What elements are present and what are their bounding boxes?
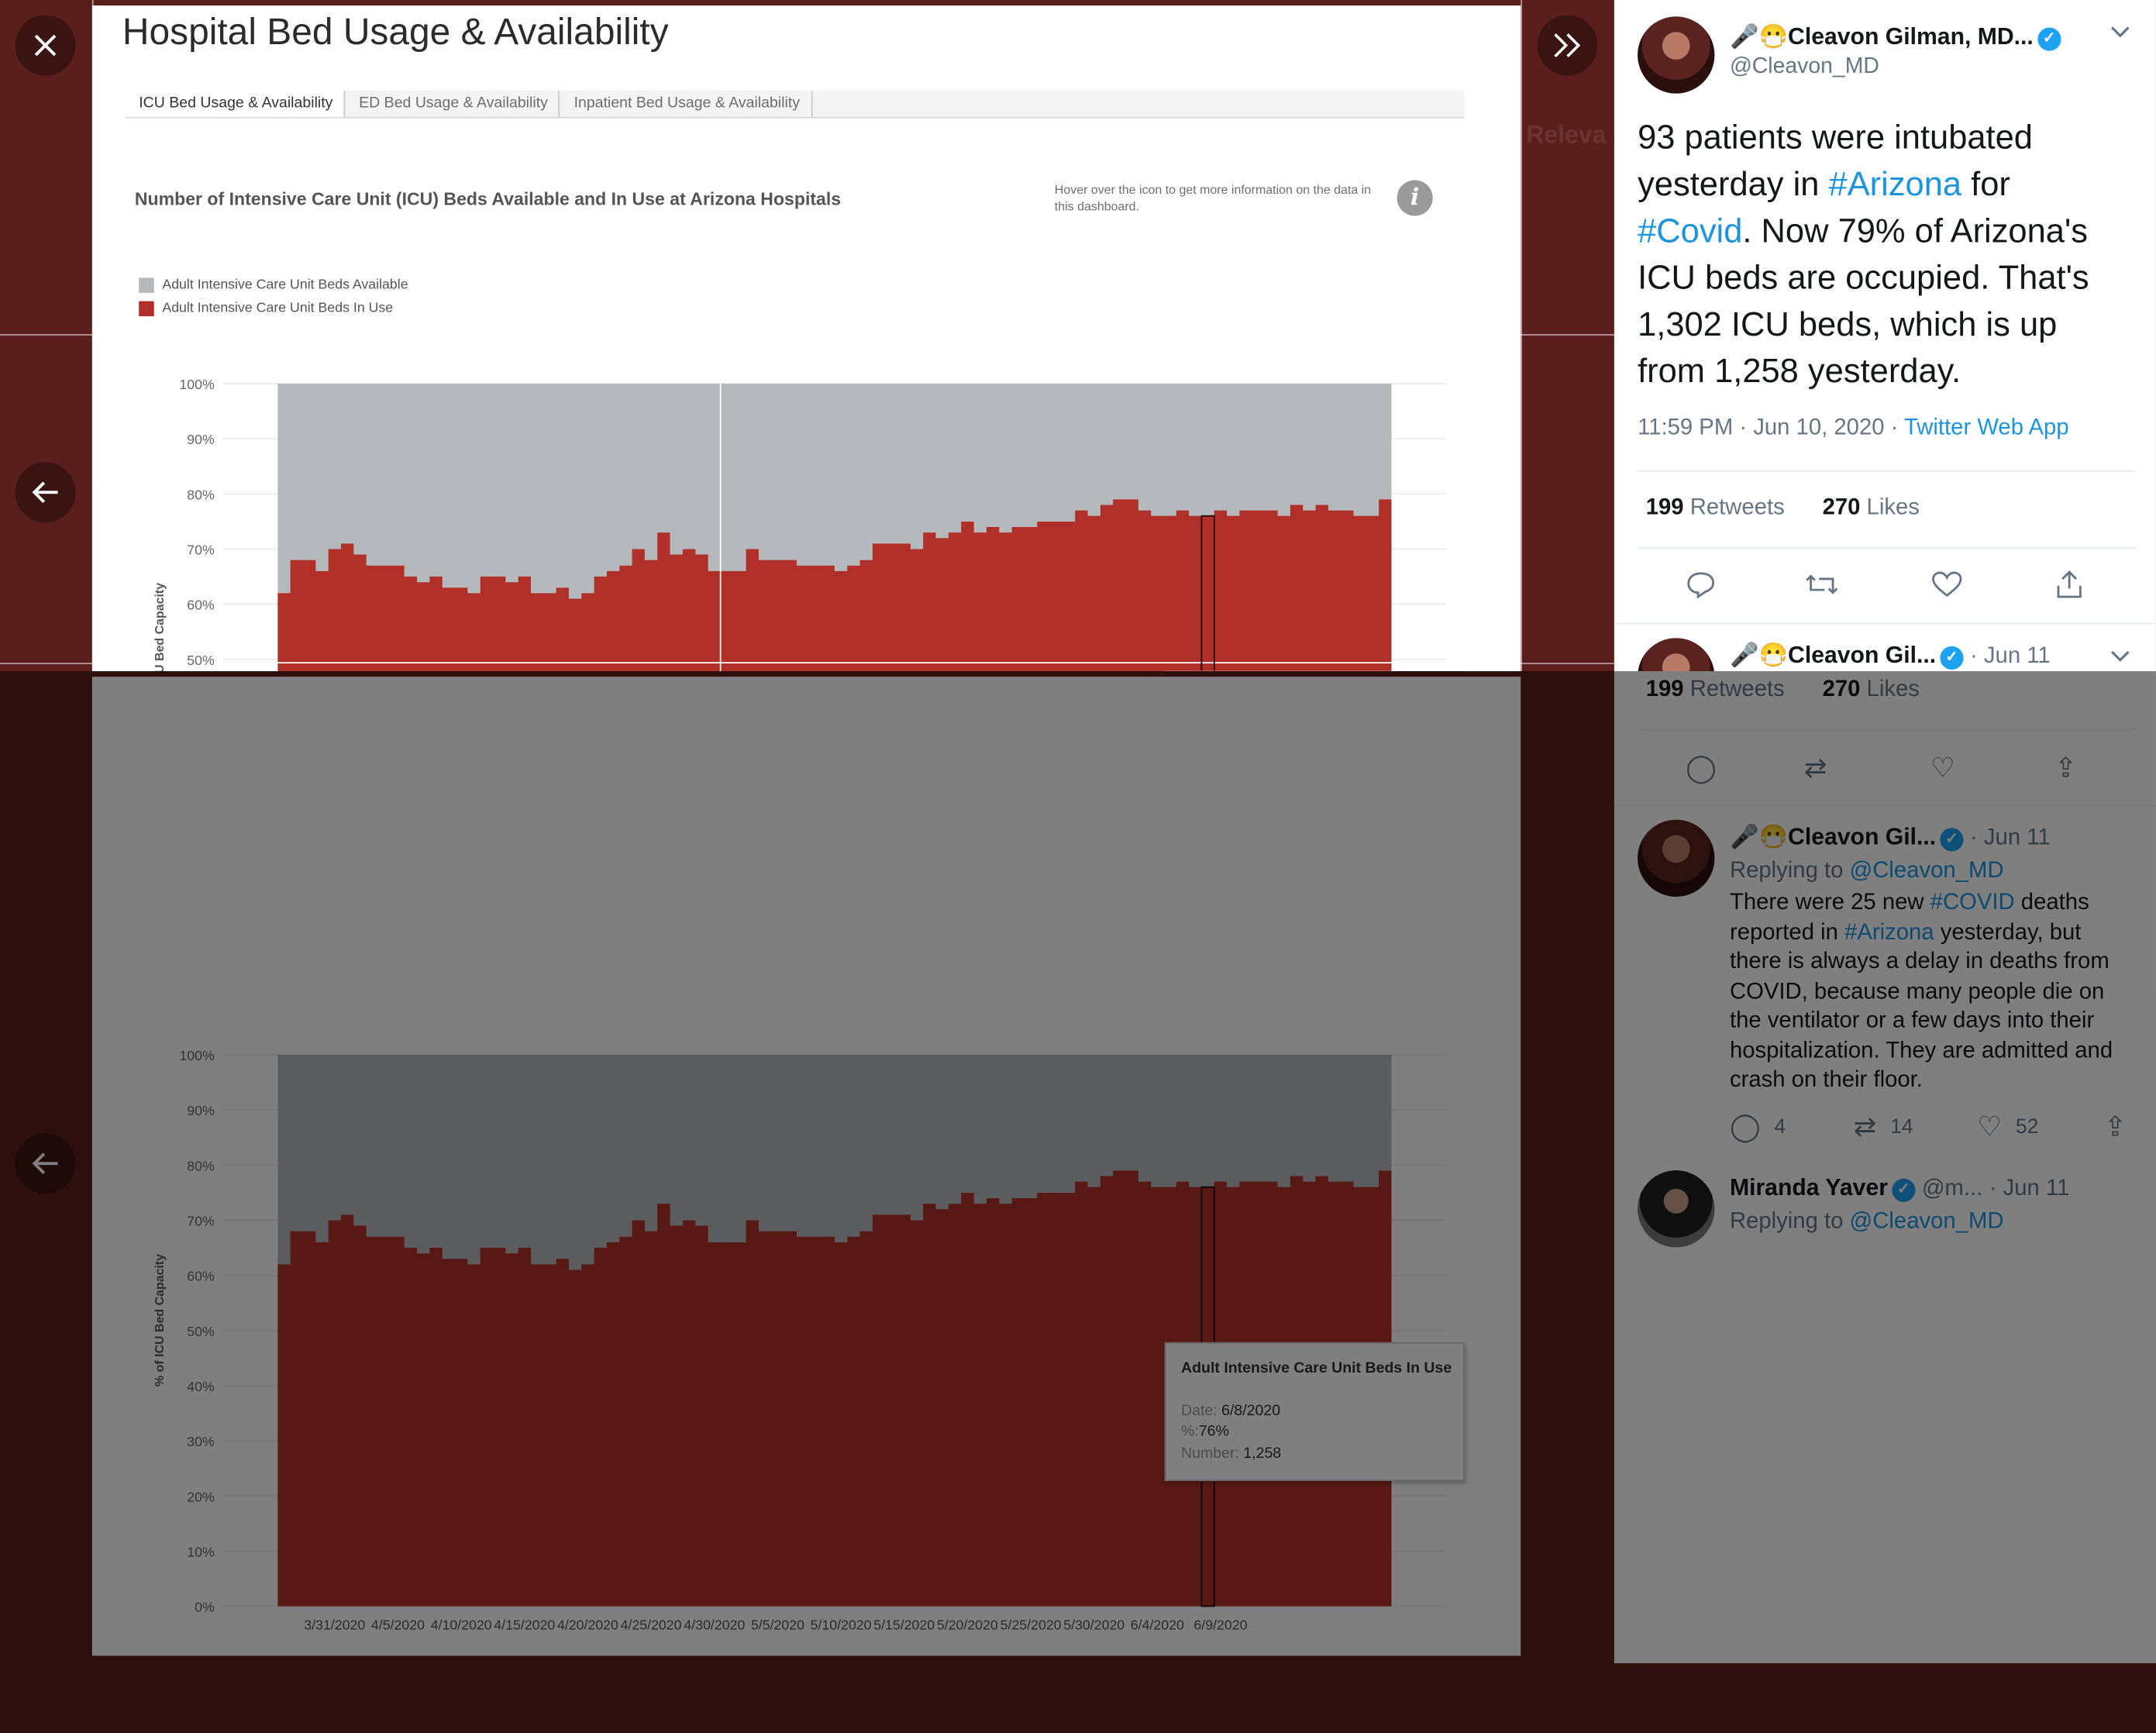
screenshot-bottom: 0%10%20%30%40%50%60%70%80%90%100% 3/31/2… [0, 671, 2156, 1663]
legend-label: Adult Intensive Care Unit Beds In Use [162, 301, 394, 317]
tab-ed[interactable]: ED Bed Usage & Availability [345, 91, 560, 117]
previous-image-button[interactable] [15, 462, 76, 523]
legend-swatch [139, 301, 154, 317]
ghost-text: Releva [1526, 121, 1607, 149]
legend-swatch [139, 277, 154, 293]
dim-overlay [1614, 671, 2156, 1663]
dashboard-tabs: ICU Bed Usage & Availability ED Bed Usag… [125, 91, 1465, 119]
y-tick-label: 100% [179, 377, 215, 392]
chevron-down-icon[interactable] [2110, 23, 2131, 40]
double-chevron-right-icon [1554, 33, 1581, 57]
arrow-left-icon [32, 481, 58, 503]
legend-item-available: Adult Intensive Care Unit Beds Available [139, 277, 408, 293]
retweets-link[interactable]: Retweets [1689, 494, 1785, 520]
source-app-link[interactable]: Twitter Web App [1903, 415, 2069, 440]
tweet-retweet-button[interactable] [1804, 570, 1840, 600]
hashtag-link[interactable]: #Covid [1638, 213, 1743, 250]
author-name[interactable]: 🎤😷Cleavon Gilman, MD... ✓ [1730, 23, 2061, 51]
expand-button[interactable] [1537, 15, 1598, 76]
tab-icu[interactable]: ICU Bed Usage & Availability [125, 91, 346, 117]
chart-title: Number of Intensive Care Unit (ICU) Beds… [134, 188, 842, 209]
retweet-icon [1806, 574, 1838, 594]
tweet-text: 93 patients were intubated yesterday in … [1638, 119, 2089, 391]
heart-icon [1932, 571, 1962, 598]
tweet-share-button[interactable] [2054, 570, 2085, 600]
dashboard-title: Hospital Bed Usage & Availability [122, 11, 669, 53]
y-tick-label: 60% [187, 598, 215, 613]
close-button[interactable] [15, 15, 76, 76]
tweet-like-button[interactable] [1930, 570, 1964, 600]
share-icon [2057, 570, 2082, 598]
tweet-counts: 199 Retweets 270 Likes [1645, 494, 1920, 520]
tweet-meta: 11:59 PM · Jun 10, 2020 · Twitter Web Ap… [1638, 415, 2069, 440]
legend-item-in-use: Adult Intensive Care Unit Beds In Use [139, 301, 393, 317]
reply-icon [1687, 572, 1715, 599]
author-handle[interactable]: @Cleavon_MD [1729, 54, 1879, 79]
screenshot-bottom-scaler: 0%10%20%30%40%50%60%70%80%90%100% 3/31/2… [0, 671, 2156, 1663]
x-icon [34, 34, 57, 57]
avatar[interactable] [1638, 16, 1715, 94]
y-tick-label: 70% [187, 543, 215, 558]
dim-overlay [0, 671, 1614, 1663]
likes-link[interactable]: Likes [1866, 494, 1920, 520]
divider [1614, 622, 2156, 625]
info-icon[interactable]: i [1397, 180, 1433, 216]
tab-inpatient[interactable]: Inpatient Bed Usage & Availability [560, 91, 813, 117]
legend-label: Adult Intensive Care Unit Beds Available [162, 277, 408, 293]
lightbox-gridline [1521, 0, 1523, 992]
divider [1638, 547, 2136, 549]
hover-note: Hover over the icon to get more informat… [1054, 182, 1372, 214]
y-tick-label: 80% [187, 487, 215, 502]
divider [1638, 470, 2136, 472]
reply-date[interactable]: · Jun 11 [1970, 643, 2051, 669]
verified-icon: ✓ [1940, 646, 1964, 670]
tweet-reply-button[interactable] [1686, 570, 1716, 600]
verified-icon: ✓ [2037, 27, 2061, 51]
hashtag-link[interactable]: #Arizona [1828, 166, 1962, 204]
y-tick-label: 50% [187, 653, 215, 668]
reply-author-name[interactable]: 🎤😷Cleavon Gil...✓ · Jun 11 [1729, 642, 2051, 670]
y-tick-label: 90% [187, 432, 215, 447]
chevron-down-icon[interactable] [2110, 648, 2131, 664]
